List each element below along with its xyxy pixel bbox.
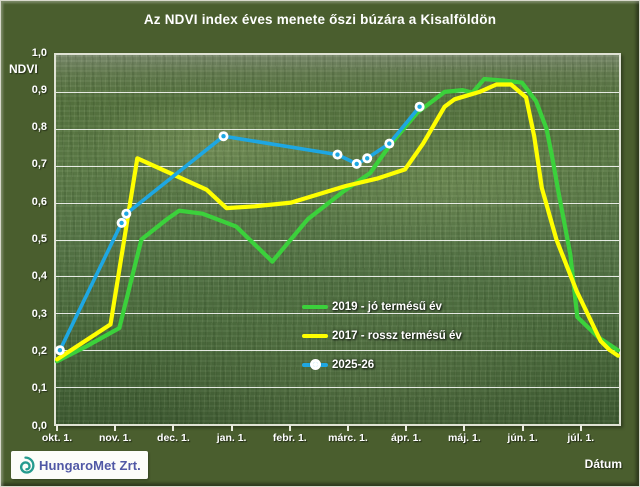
- legend-item-2025-26: 2025-26: [302, 350, 462, 379]
- data-point-marker-center: [354, 161, 359, 167]
- x-tick-label: febr. 1.: [272, 432, 307, 444]
- x-tick-mark: [172, 425, 175, 431]
- series-line-2017: [54, 82, 621, 362]
- y-tick-label: 0,2: [31, 344, 47, 357]
- legend-label-2017: 2017 - rossz termésű év: [332, 329, 462, 342]
- data-point-marker-center: [221, 134, 226, 139]
- legend-swatch-2019: [302, 304, 328, 309]
- legend-item-2019: 2019 - jó termésű év: [302, 292, 462, 321]
- x-tick-label: márc. 1.: [328, 432, 368, 444]
- y-tick-label: 0,1: [31, 382, 47, 395]
- gridline: [56, 202, 619, 204]
- gridline: [56, 239, 619, 241]
- series-line-2019: [54, 76, 621, 364]
- y-tick-label: 0,3: [31, 307, 47, 320]
- plot-area: 2019 - jó termésű év 2017 - rossz termés…: [54, 53, 621, 431]
- x-tick-mark: [405, 425, 408, 431]
- x-tick-mark: [114, 425, 117, 431]
- legend-marker-icon: [310, 359, 321, 370]
- gridline: [56, 165, 619, 167]
- x-tick-label: jún. 1.: [507, 432, 538, 444]
- gridline: [56, 313, 619, 315]
- series-layer: [54, 76, 621, 364]
- hungaromet-logo: HungaroMet Zrt.: [11, 451, 148, 479]
- y-axis-title: NDVI: [9, 62, 38, 76]
- y-tick-label: 1,0: [31, 46, 47, 59]
- x-tick-mark: [230, 425, 233, 431]
- x-tick-label: júl. 1.: [567, 432, 595, 444]
- y-tick-label: 0,4: [31, 270, 47, 283]
- data-point-marker-center: [365, 156, 370, 161]
- y-tick-label: 0,6: [31, 195, 47, 208]
- y-tick-label: 0,5: [31, 233, 47, 245]
- y-tick-label: 0,9: [31, 83, 47, 96]
- y-tick-label: 0,0: [31, 419, 47, 432]
- gridline: [56, 387, 619, 389]
- gridline: [56, 91, 619, 93]
- data-point-marker-center: [335, 152, 340, 157]
- gridline: [56, 128, 619, 130]
- gridline: [56, 276, 619, 278]
- x-tick-label: nov. 1.: [98, 432, 132, 444]
- legend-item-2017: 2017 - rossz termésű év: [302, 321, 462, 350]
- x-tick-label: okt. 1.: [41, 432, 73, 444]
- x-tick-mark: [579, 425, 582, 431]
- x-tick-mark: [56, 425, 58, 431]
- data-point-marker-center: [417, 104, 422, 109]
- x-tick-mark: [347, 425, 349, 431]
- legend-label-2019: 2019 - jó termésű év: [332, 300, 442, 313]
- x-tick-mark: [463, 425, 466, 431]
- y-tick-label: 0,7: [31, 158, 47, 171]
- x-tick-mark: [521, 425, 524, 431]
- legend-swatch-2017: [302, 333, 328, 338]
- data-point-marker-center: [57, 348, 63, 353]
- x-axis-title: Dátum: [584, 457, 622, 471]
- x-tick-label: ápr. 1.: [391, 432, 422, 444]
- data-point-marker-center: [124, 211, 129, 216]
- legend-label-2025-26: 2025-26: [332, 358, 375, 371]
- x-tick-label: dec. 1.: [157, 432, 190, 444]
- x-tick-label: jan. 1.: [216, 432, 247, 444]
- logo-text: HungaroMet Zrt.: [39, 457, 141, 473]
- logo-swirl-icon: [19, 455, 35, 474]
- data-point-marker-center: [387, 141, 392, 146]
- gridline: [56, 350, 619, 352]
- chart-title: Az NDVI index éves menete őszi búzára a …: [143, 12, 497, 27]
- y-tick-label: 0,8: [31, 121, 47, 134]
- x-tick-label: máj. 1.: [448, 432, 481, 444]
- legend-swatch-2025-26: [302, 359, 328, 370]
- x-tick-mark: [288, 425, 291, 431]
- data-point-marker-center: [119, 220, 124, 226]
- legend: 2019 - jó termésű év 2017 - rossz termés…: [302, 292, 462, 379]
